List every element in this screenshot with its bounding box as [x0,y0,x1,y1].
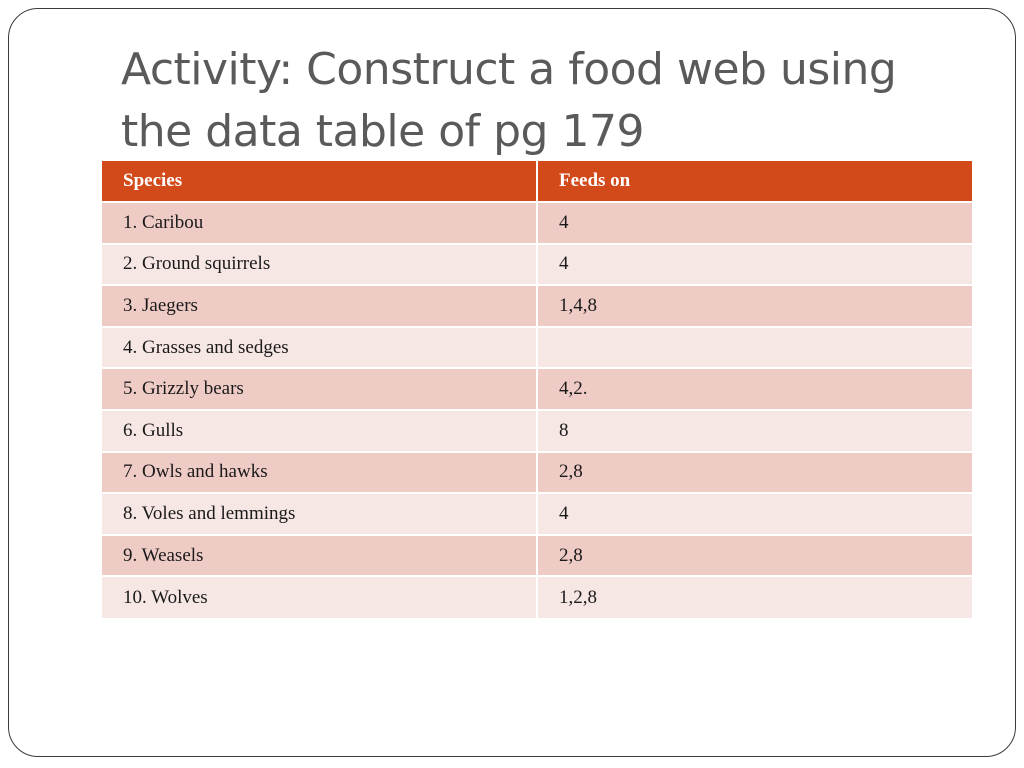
table-row: 3. Jaegers 1,4,8 [102,284,972,327]
table-row: 10. Wolves 1,2,8 [102,575,972,618]
table-row: 2. Ground squirrels 4 [102,242,972,286]
feeds-on-cell: 1,2,8 [537,575,972,618]
feeds-on-cell: 4,2. [537,367,972,410]
feeds-on-cell: 2,8 [537,533,972,577]
feeds-on-cell [537,325,972,369]
species-cell: 5. Grizzly bears [102,367,538,410]
species-cell: 4. Grasses and sedges [102,325,538,369]
table-row: 6. Gulls 8 [102,408,972,452]
food-web-table: Species Feeds on 1. Caribou 4 2. Ground … [102,161,972,618]
species-cell: 8. Voles and lemmings [102,492,538,535]
table-row: 7. Owls and hawks 2,8 [102,450,972,494]
table-row: 1. Caribou 4 [102,201,972,244]
feeds-on-cell: 4 [537,242,972,286]
header-species: Species [102,161,538,202]
species-cell: 2. Ground squirrels [102,242,538,286]
slide-title: Activity: Construct a food web using the… [121,39,921,163]
feeds-on-cell: 1,4,8 [537,284,972,327]
table-row: 4. Grasses and sedges [102,325,972,369]
species-cell: 3. Jaegers [102,284,538,327]
table-header-row: Species Feeds on [102,161,972,202]
slide-title-line-2: the data table of pg 179 [121,106,644,157]
slide-title-line-1: Activity: Construct a food web using [121,44,897,95]
feeds-on-cell: 2,8 [537,450,972,494]
feeds-on-cell: 4 [537,201,972,244]
table-row: 5. Grizzly bears 4,2. [102,367,972,410]
species-cell: 1. Caribou [102,201,538,244]
header-feeds-on: Feeds on [537,161,972,202]
species-cell: 9. Weasels [102,533,538,577]
species-cell: 10. Wolves [102,575,538,618]
feeds-on-cell: 4 [537,492,972,535]
species-cell: 6. Gulls [102,408,538,452]
feeds-on-cell: 8 [537,408,972,452]
table-row: 9. Weasels 2,8 [102,533,972,577]
table-row: 8. Voles and lemmings 4 [102,492,972,535]
species-cell: 7. Owls and hawks [102,450,538,494]
